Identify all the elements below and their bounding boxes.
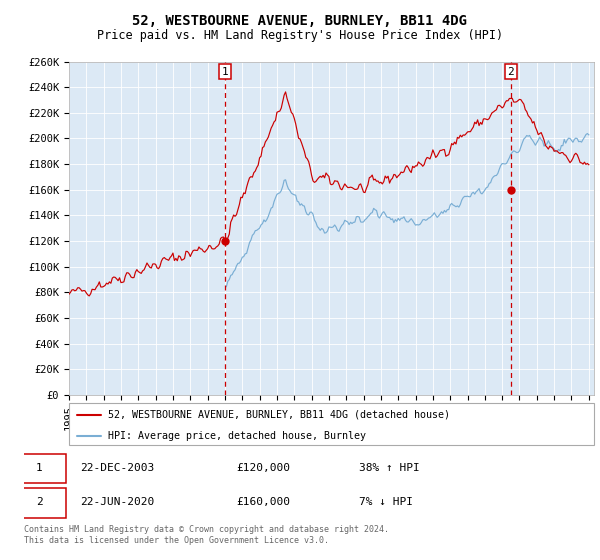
Text: HPI: Average price, detached house, Burnley: HPI: Average price, detached house, Burn… xyxy=(109,431,367,441)
Text: £120,000: £120,000 xyxy=(236,463,290,473)
Text: Price paid vs. HM Land Registry's House Price Index (HPI): Price paid vs. HM Land Registry's House … xyxy=(97,29,503,42)
Text: 22-DEC-2003: 22-DEC-2003 xyxy=(80,463,154,473)
Text: 7% ↓ HPI: 7% ↓ HPI xyxy=(359,497,413,507)
FancyBboxPatch shape xyxy=(69,403,594,445)
FancyBboxPatch shape xyxy=(13,488,66,518)
Text: 52, WESTBOURNE AVENUE, BURNLEY, BB11 4DG: 52, WESTBOURNE AVENUE, BURNLEY, BB11 4DG xyxy=(133,14,467,28)
FancyBboxPatch shape xyxy=(13,454,66,483)
Text: Contains HM Land Registry data © Crown copyright and database right 2024.
This d: Contains HM Land Registry data © Crown c… xyxy=(24,525,389,545)
Text: 1: 1 xyxy=(35,463,43,473)
Text: 22-JUN-2020: 22-JUN-2020 xyxy=(80,497,154,507)
Text: £160,000: £160,000 xyxy=(236,497,290,507)
Text: 38% ↑ HPI: 38% ↑ HPI xyxy=(359,463,419,473)
Text: 2: 2 xyxy=(35,497,43,507)
Text: 1: 1 xyxy=(221,67,229,77)
Text: 2: 2 xyxy=(508,67,514,77)
Text: 52, WESTBOURNE AVENUE, BURNLEY, BB11 4DG (detached house): 52, WESTBOURNE AVENUE, BURNLEY, BB11 4DG… xyxy=(109,409,451,419)
